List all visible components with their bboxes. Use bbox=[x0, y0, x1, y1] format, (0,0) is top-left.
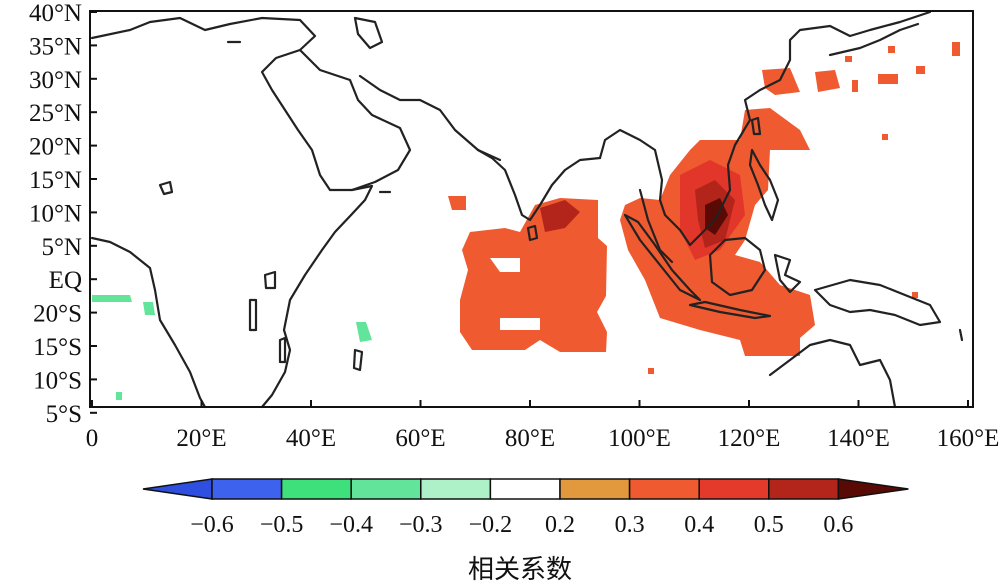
colorbar-tick-label: −0.5 bbox=[260, 512, 304, 538]
longitude-ticks bbox=[91, 400, 969, 407]
colorbar-tick-label: 0.4 bbox=[684, 512, 714, 538]
longitude-label: 80°E bbox=[505, 425, 555, 452]
longitude-label: 0 bbox=[86, 425, 99, 452]
colorbar bbox=[142, 478, 909, 500]
latitude-label: EQ bbox=[49, 267, 82, 294]
latitude-label: 20°N bbox=[29, 134, 82, 161]
colorbar-tick-labels: −0.6 −0.5 −0.4 −0.3 −0.2 0.2 0.3 0.4 0.5 0.6 bbox=[190, 512, 853, 538]
longitude-label: 40°E bbox=[286, 425, 336, 452]
colorbar-tick-label: 0.2 bbox=[545, 512, 575, 538]
colorbar-segment bbox=[420, 478, 492, 500]
colorbar-segment bbox=[768, 478, 840, 500]
latitude-label: 15°S bbox=[33, 334, 82, 361]
longitude-label: 20°E bbox=[176, 425, 226, 452]
colorbar-segment bbox=[698, 478, 770, 500]
latitude-label: 35°N bbox=[29, 33, 82, 60]
longitude-labels: 0 20°E 40°E 60°E 80°E 100°E 120°E 140°E 160°E bbox=[86, 425, 1000, 452]
latitude-label: 25°N bbox=[29, 100, 82, 127]
colorbar-segment bbox=[350, 478, 422, 500]
colorbar-segment bbox=[628, 478, 700, 500]
longitude-label: 140°E bbox=[827, 425, 890, 452]
map-area bbox=[90, 11, 973, 407]
colorbar-title: 相关系数 bbox=[468, 555, 572, 584]
coastlines bbox=[90, 10, 964, 409]
colorbar-tick-label: −0.2 bbox=[469, 512, 513, 538]
colorbar-tick-label: −0.3 bbox=[399, 512, 443, 538]
colorbar-right-arrow bbox=[837, 478, 909, 500]
colorbar-tick-label: 0.6 bbox=[823, 512, 853, 538]
latitude-label: 10°N bbox=[29, 200, 82, 227]
colorbar-tick-label: −0.4 bbox=[329, 512, 373, 538]
longitude-label: 120°E bbox=[718, 425, 781, 452]
latitude-label: 40°N bbox=[29, 0, 82, 27]
colorbar-segment bbox=[211, 478, 283, 500]
latitude-labels: 40°N 35°N 30°N 25°N 20°N 15°N 10°N 5°N EQ 20°S 15°… bbox=[29, 0, 82, 428]
longitude-label: 60°E bbox=[395, 425, 445, 452]
colorbar-segment bbox=[489, 478, 561, 500]
latitude-label: 30°N bbox=[29, 67, 82, 94]
colorbar-tick-label: 0.3 bbox=[615, 512, 645, 538]
map-frame bbox=[89, 10, 974, 408]
latitude-label: 10°S bbox=[33, 367, 82, 394]
latitude-label: 5°N bbox=[41, 234, 82, 261]
colorbar-segment bbox=[280, 478, 352, 500]
longitude-label: 100°E bbox=[608, 425, 671, 452]
latitude-label: 15°N bbox=[29, 167, 82, 194]
longitude-label: 160°E bbox=[937, 425, 1000, 452]
negative-correlation-shading bbox=[92, 295, 372, 400]
colorbar-segment bbox=[559, 478, 631, 500]
colorbar-left-arrow bbox=[142, 478, 213, 500]
latitude-label: 5°S bbox=[46, 401, 82, 428]
colorbar-tick-label: 0.5 bbox=[754, 512, 784, 538]
latitude-ticks bbox=[90, 11, 97, 414]
latitude-label: 20°S bbox=[33, 301, 82, 328]
colorbar-tick-label: −0.6 bbox=[190, 512, 234, 538]
